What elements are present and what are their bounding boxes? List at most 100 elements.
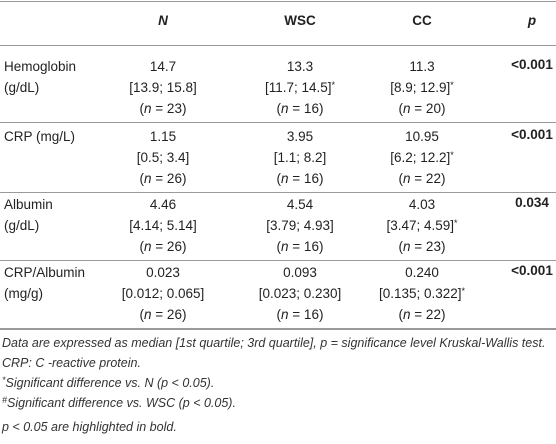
text-segment: ( bbox=[276, 101, 282, 116]
text-segment: (g/dL) bbox=[4, 80, 40, 95]
text-segment: CC bbox=[412, 13, 432, 28]
text-segment: n bbox=[281, 171, 289, 186]
text-segment: [6.2; 12.2] bbox=[390, 150, 451, 165]
text-segment: 14.7 bbox=[149, 59, 177, 74]
text-segment: 11.3 bbox=[409, 59, 435, 74]
cell-line: 3.95 bbox=[240, 126, 360, 147]
cell-line: [0.023; 0.230] bbox=[240, 283, 360, 304]
text-segment: 0.240 bbox=[405, 265, 439, 280]
cell: 4.03 [3.47; 4.59]* (n = 23) bbox=[360, 194, 484, 257]
cell-line: (n = 23) bbox=[360, 236, 484, 257]
column-header: WSC bbox=[240, 13, 360, 28]
text-segment: = 16) bbox=[288, 239, 324, 254]
text-segment: Albumin bbox=[4, 197, 53, 212]
rule-line bbox=[0, 45, 556, 46]
text-segment: n bbox=[144, 171, 152, 186]
text-segment: p < 0.05 are highlighted in bold. bbox=[2, 420, 177, 434]
cell-line: 1.15 bbox=[108, 126, 218, 147]
text-segment: ( bbox=[139, 101, 145, 116]
cell-line: 11.3 bbox=[360, 56, 484, 77]
cell-line: 4.46 bbox=[108, 194, 218, 215]
p-value: <0.001 bbox=[511, 263, 553, 278]
text-segment: 10.95 bbox=[405, 129, 439, 144]
cell: 0.240 [0.135; 0.322]* (n = 22) bbox=[360, 262, 484, 325]
cell-line: 0.023 bbox=[108, 262, 218, 283]
cell-line: [0.135; 0.322]* bbox=[360, 283, 484, 304]
text-segment: 0.023 bbox=[146, 265, 180, 280]
text-segment: N bbox=[158, 13, 168, 28]
label-line: (g/dL) bbox=[4, 77, 108, 98]
rule-line bbox=[0, 1, 556, 2]
cell-line: 10.95 bbox=[360, 126, 484, 147]
text-segment: ( bbox=[398, 307, 404, 322]
cell-line: [13.9; 15.8] bbox=[108, 77, 218, 98]
label-line: Albumin bbox=[4, 194, 108, 215]
rule-line bbox=[0, 122, 556, 123]
text-segment: n bbox=[281, 101, 289, 116]
text-segment: * bbox=[450, 150, 454, 160]
text-segment: 4.03 bbox=[408, 197, 436, 212]
footnote: p < 0.05 are highlighted in bold. bbox=[2, 417, 552, 437]
cell-line: 4.54 bbox=[240, 194, 360, 215]
text-segment: 4.46 bbox=[149, 197, 177, 212]
text-segment: [11.7; 14.5] bbox=[264, 80, 332, 95]
text-segment: n bbox=[281, 239, 289, 254]
text-segment: 3.95 bbox=[286, 129, 314, 144]
text-segment: 1.15 bbox=[149, 129, 177, 144]
text-segment: n bbox=[403, 171, 411, 186]
column-header: CC bbox=[360, 13, 484, 28]
text-segment: [0.135; 0.322] bbox=[378, 286, 462, 301]
cell: 13.3 [11.7; 14.5]* (n = 16) bbox=[240, 56, 360, 119]
text-segment: = 26) bbox=[151, 307, 187, 322]
cell-line: 13.3 bbox=[240, 56, 360, 77]
text-segment: = 26) bbox=[151, 171, 187, 186]
rule-line bbox=[0, 260, 556, 261]
text-segment: CRP/Albumin bbox=[4, 265, 86, 280]
text-segment: p bbox=[527, 13, 537, 28]
row-label: Hemoglobin (g/dL) bbox=[4, 56, 108, 98]
cell: 4.54 [3.79; 4.93] (n = 16) bbox=[240, 194, 360, 257]
cell: 0.023 [0.012; 0.065] (n = 26) bbox=[108, 262, 218, 325]
text-segment: ( bbox=[139, 307, 145, 322]
cell-line: 0.240 bbox=[360, 262, 484, 283]
cell-line: (n = 20) bbox=[360, 98, 484, 119]
cell-line: [3.47; 4.59]* bbox=[360, 215, 484, 236]
cell-line: (n = 16) bbox=[240, 304, 360, 325]
cell-line: (n = 22) bbox=[360, 304, 484, 325]
text-segment: CRP (mg/L) bbox=[4, 129, 76, 144]
text-segment: = 23) bbox=[410, 239, 446, 254]
row-label: CRP (mg/L) bbox=[4, 126, 108, 147]
cell-line: [11.7; 14.5]* bbox=[240, 77, 360, 98]
text-segment: ( bbox=[139, 239, 145, 254]
text-segment: n bbox=[403, 239, 411, 254]
text-segment: Significant difference vs. N (p < 0.05). bbox=[5, 376, 215, 390]
text-segment: WSC bbox=[284, 13, 316, 28]
cell-line: [0.012; 0.065] bbox=[108, 283, 218, 304]
text-segment: * bbox=[331, 80, 336, 90]
text-segment: = 23) bbox=[151, 101, 187, 116]
text-segment: = 16) bbox=[288, 171, 324, 186]
column-header: N bbox=[108, 13, 218, 28]
cell: 4.46 [4.14; 5.14] (n = 26) bbox=[108, 194, 218, 257]
label-line: Hemoglobin bbox=[4, 56, 108, 77]
cell-line: [6.2; 12.2]* bbox=[360, 147, 484, 168]
cell-line: [8.9; 12.9]* bbox=[360, 77, 484, 98]
rule-line bbox=[0, 192, 556, 193]
text-segment: ( bbox=[276, 307, 282, 322]
text-segment: ( bbox=[276, 239, 282, 254]
column-header: p bbox=[508, 13, 556, 28]
text-segment: * bbox=[454, 218, 458, 228]
cell: 0.093 [0.023; 0.230] (n = 16) bbox=[240, 262, 360, 325]
p-value: <0.001 bbox=[511, 57, 553, 72]
text-segment: 13.3 bbox=[286, 59, 314, 74]
text-segment: Hemoglobin bbox=[4, 59, 77, 74]
label-line: CRP (mg/L) bbox=[4, 126, 108, 147]
cell-line: (n = 22) bbox=[360, 168, 484, 189]
text-segment: ( bbox=[276, 171, 282, 186]
text-segment: 4.54 bbox=[286, 197, 314, 212]
text-segment: [3.79; 4.93] bbox=[266, 218, 334, 233]
text-segment: [3.47; 4.59] bbox=[386, 218, 455, 233]
cell-line: 14.7 bbox=[108, 56, 218, 77]
rule-line bbox=[0, 328, 556, 330]
